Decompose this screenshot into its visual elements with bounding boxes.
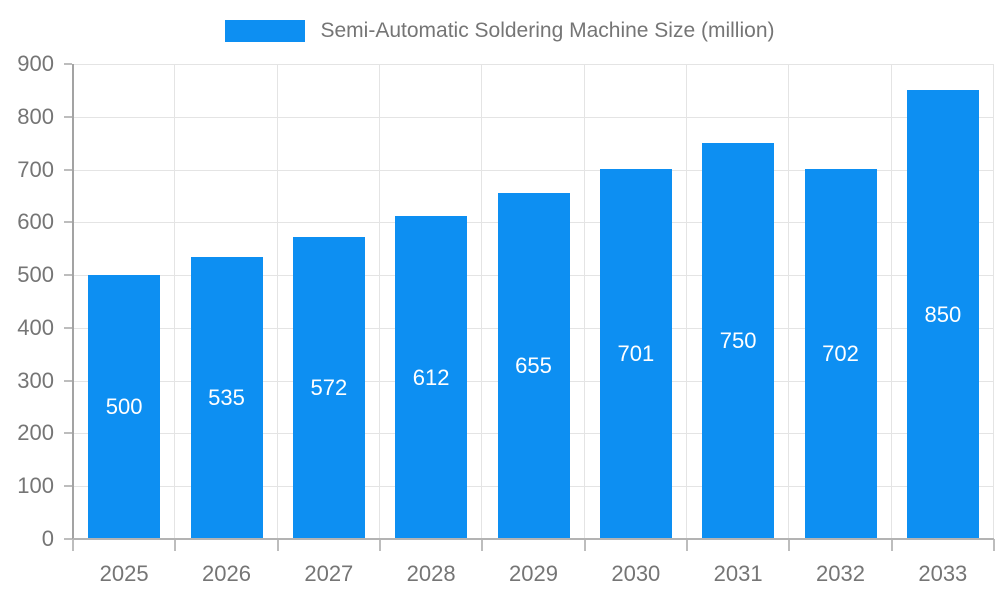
x-tick	[174, 539, 177, 551]
legend-label: Semi-Automatic Soldering Machine Size (m…	[320, 19, 775, 42]
y-tick	[64, 221, 72, 224]
x-tick	[72, 539, 74, 551]
x-gridline	[788, 64, 790, 539]
y-tick-label: 100	[17, 473, 54, 499]
x-tick	[686, 539, 688, 551]
x-tick-label: 2029	[509, 561, 558, 586]
y-tick-label: 800	[17, 103, 54, 129]
x-tick-label: 2026	[202, 561, 251, 586]
x-gridline	[481, 64, 483, 539]
x-tick	[276, 539, 279, 551]
bar-value-label: 572	[310, 375, 348, 401]
bar[interactable]: 500	[88, 275, 161, 539]
y-tick-label: 200	[17, 420, 54, 446]
bar[interactable]: 572	[292, 237, 365, 539]
y-tick	[64, 63, 72, 65]
y-tick	[64, 168, 72, 171]
y-tick-label: 900	[17, 51, 54, 76]
bar[interactable]: 750	[702, 143, 775, 539]
y-tick	[64, 432, 72, 435]
x-gridline	[276, 64, 278, 539]
bar-value-label: 612	[412, 364, 450, 390]
y-gridline	[73, 64, 994, 65]
legend-swatch-icon	[225, 20, 306, 42]
y-tick-label: 700	[17, 156, 54, 182]
x-tick	[379, 539, 381, 551]
x-tick	[993, 539, 995, 551]
x-gridline	[993, 64, 994, 539]
bar[interactable]: 850	[906, 90, 979, 539]
x-tick-label: 2030	[611, 561, 661, 586]
y-tick	[64, 326, 72, 329]
y-tick-label: 600	[17, 209, 54, 235]
x-tick-label: 2033	[918, 561, 968, 586]
x-tick-label: 2028	[406, 561, 456, 586]
bar-value-label: 535	[208, 384, 245, 410]
legend[interactable]: Semi-Automatic Soldering Machine Size (m…	[0, 19, 1000, 43]
bar[interactable]: 535	[190, 256, 263, 539]
x-tick	[890, 539, 893, 551]
x-tick	[583, 539, 586, 551]
bar-value-label: 702	[822, 340, 859, 366]
bar-value-label: 500	[105, 394, 143, 420]
bar-value-label: 850	[924, 301, 962, 327]
x-gridline	[379, 64, 380, 539]
bar[interactable]: 655	[497, 193, 570, 539]
bar-value-label: 655	[515, 353, 552, 379]
x-tick	[481, 539, 484, 551]
x-gridline	[686, 64, 687, 539]
x-tick-label: 2031	[713, 561, 763, 586]
bar-value-label: 750	[719, 328, 757, 354]
y-tick-label: 500	[17, 262, 54, 288]
y-gridline	[73, 169, 994, 171]
x-axis-line	[73, 538, 994, 540]
plot-area: 0 100 200 300 400 500 600 700 800 900 500 2025 535 20…	[17, 53, 995, 586]
x-gridline	[174, 64, 176, 539]
x-tick-label: 2032	[816, 561, 865, 586]
bar[interactable]: 702	[804, 168, 877, 539]
x-tick-label: 2025	[99, 561, 149, 586]
bar-value-label: 701	[617, 341, 655, 366]
x-tick-label: 2027	[304, 561, 354, 586]
y-tick-label: 300	[17, 367, 54, 393]
x-gridline	[583, 64, 585, 539]
bar[interactable]: 701	[599, 169, 672, 539]
y-tick	[64, 274, 72, 277]
y-tick	[64, 115, 72, 118]
y-tick	[64, 379, 72, 382]
y-tick	[64, 538, 72, 540]
y-tick	[64, 485, 72, 488]
y-tick-label: 0	[41, 526, 54, 551]
y-tick-label: 400	[17, 314, 54, 340]
bar[interactable]: 612	[395, 216, 468, 539]
y-axis-line	[72, 64, 74, 539]
y-gridline	[73, 116, 994, 118]
x-tick	[788, 539, 791, 551]
x-gridline	[890, 64, 892, 539]
